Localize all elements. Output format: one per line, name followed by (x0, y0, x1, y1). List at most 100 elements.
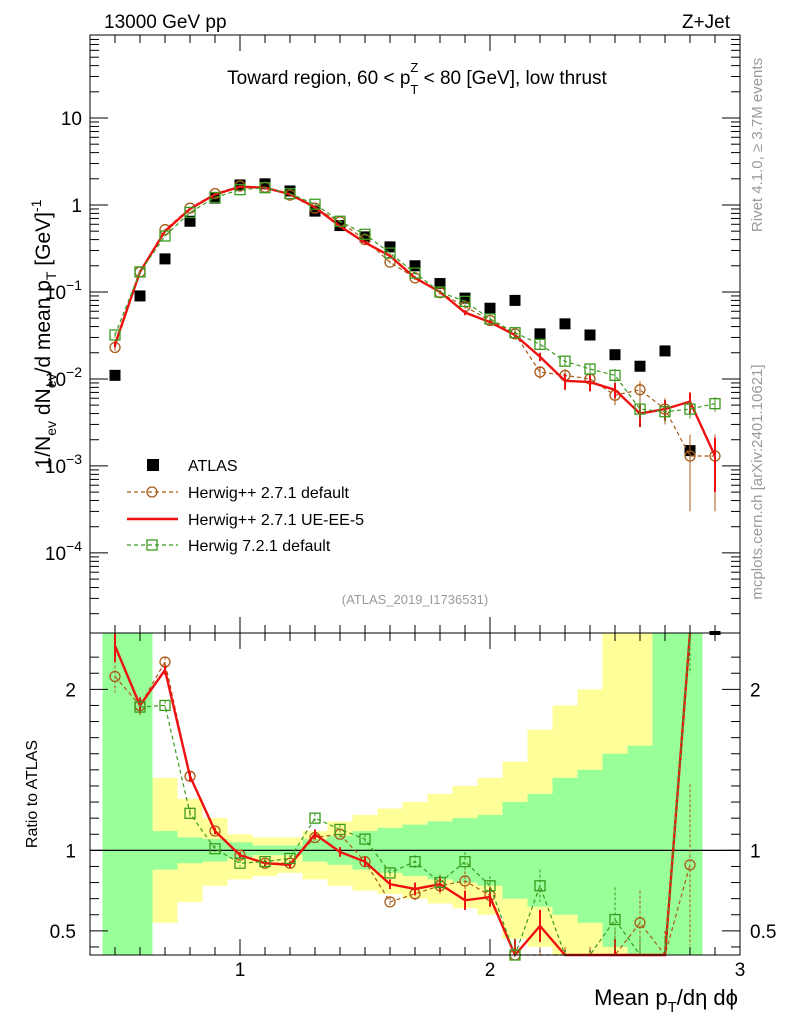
herwig-721-default-point (409, 267, 421, 279)
herwig-721-default-line (114, 187, 716, 413)
herwig-721-default-point (309, 812, 321, 824)
herwig-721-default-point (609, 913, 621, 926)
herwig-271-default-point (634, 384, 646, 396)
herwig-721-default-point (359, 833, 371, 845)
atlas-point (384, 241, 396, 253)
legend-marker-h271-default (146, 486, 158, 498)
herwig-721-default-point (384, 247, 396, 259)
atlas-point (659, 345, 671, 357)
ratio-y-tick-label: 2 (65, 680, 76, 701)
herwig-721-default-point (684, 403, 696, 415)
herwig-721-default-point (334, 823, 346, 836)
atlas-point (184, 215, 196, 227)
atlas-point (459, 292, 471, 304)
herwig-271-default-line (114, 185, 715, 457)
ratio-y-tick-label-right: 0.5 (750, 922, 776, 943)
analysis-watermark: (ATLAS_2019_I1736531) (342, 592, 488, 607)
atlas-point (134, 290, 146, 302)
herwig-721-default-point (259, 855, 271, 868)
mcplots-credit: mcplots.cern.ch [arXiv:2401.10621] (749, 364, 766, 599)
atlas-point (359, 231, 371, 243)
uncertainty-band-inner (577, 769, 603, 923)
herwig-721-default-point (409, 855, 421, 868)
herwig-721-default-point (159, 230, 171, 242)
herwig-271-ue-ee-5-line (113, 185, 717, 457)
herwig-721-default-point (484, 880, 496, 892)
y-tick-label: 1 (71, 196, 82, 217)
plot-title: Toward region, 60 < pTZ < 80 [GeV], low … (227, 60, 607, 97)
herwig-721-default-point (184, 807, 196, 819)
herwig-721-default-point (334, 215, 346, 227)
legend-marker-atlas (147, 459, 159, 471)
atlas-point (559, 318, 571, 330)
herwig-721-default-point (509, 327, 521, 339)
uncertainty-band-inner (127, 633, 153, 955)
herwig-271-default-point (459, 875, 471, 887)
atlas-point (509, 294, 521, 306)
atlas-point (634, 360, 646, 372)
atlas-point (484, 302, 496, 314)
y-tick-label: 10−1 (45, 277, 82, 304)
legend-marker-h721 (146, 539, 158, 551)
atlas-point (109, 369, 121, 381)
uncertainty-band-inner (652, 633, 678, 955)
herwig-721-default-point (559, 355, 571, 367)
herwig-721-default-point (209, 191, 221, 204)
herwig-721-default-point (134, 266, 146, 278)
rivet-version: Rivet 4.1.0, ≥ 3.7M events (749, 58, 766, 232)
top-axis: 10−4 10−3 10−2 10−1 1 10 (45, 34, 740, 633)
herwig-271-default-point (684, 859, 696, 871)
x-axis-label: Mean pT/dη dϕ (594, 985, 738, 1016)
header-energy: 13000 GeV pp (104, 12, 227, 33)
y-axis-label: 1/Nev dNev/d mean pT [GeV]-1 (28, 199, 59, 468)
y-tick-label: 10−3 (45, 451, 82, 478)
herwig-271-default-point (634, 917, 646, 929)
top-data (109, 178, 721, 635)
herwig-721-default-point (309, 198, 321, 210)
herwig-721-default-point (159, 699, 171, 712)
uncertainty-band-inner (552, 777, 578, 915)
atlas-point (259, 178, 271, 190)
herwig-721-default-point (434, 876, 446, 889)
herwig-721-default-point (534, 338, 546, 350)
herwig-271-default-point (209, 825, 221, 837)
herwig-721-default-point (384, 867, 396, 879)
herwig-721-default-point (434, 286, 446, 298)
herwig-721-default-point (659, 406, 671, 418)
atlas-point (534, 328, 546, 340)
herwig-271-default-point (384, 896, 396, 908)
atlas-point (284, 185, 296, 197)
atlas-point (309, 205, 321, 217)
top-panel: 10−4 10−3 10−2 10−1 1 10 Toward region, 60 < … (45, 34, 741, 635)
legend-label-atlas: ATLAS (188, 458, 238, 475)
header-process: Z+Jet (682, 12, 731, 33)
ratio-y-tick-label-right: 1 (750, 841, 761, 862)
atlas-point (159, 253, 171, 265)
herwig-721-default-point (209, 843, 221, 855)
y-tick-label: 10−2 (45, 364, 82, 391)
ratio-axis: 1 2 30.5 0.51 12 2 (50, 633, 776, 981)
atlas-point (409, 260, 421, 272)
herwig-721-default-point (459, 855, 471, 868)
herwig-721-default-point (459, 295, 471, 307)
herwig-721-default-point (609, 369, 621, 381)
legend-label-h721: Herwig 7.2.1 default (188, 538, 331, 555)
herwig-721-default-point (584, 363, 596, 375)
ratio-y-tick-label: 1 (65, 841, 76, 862)
herwig-721-default-point (184, 206, 196, 219)
herwig-721-default-point (284, 187, 296, 200)
herwig-721-default-point (359, 228, 371, 240)
herwig-271-default-point (359, 855, 371, 868)
herwig-721-default-point (634, 403, 646, 415)
herwig-721-default-point (709, 397, 721, 410)
herwig-721-default-point (484, 313, 496, 325)
ratio-panel: 1 2 30.5 0.51 12 2 (50, 632, 776, 981)
herwig-271-default-point (534, 366, 546, 378)
x-tick-label: 2 (485, 960, 496, 981)
ratio-y-tick-label-right: 2 (750, 680, 761, 701)
ratio-y-axis-label: Ratio to ATLAS (24, 740, 41, 848)
herwig-721-default-point (234, 184, 246, 196)
atlas-point (434, 278, 446, 290)
herwig-271-default-point (109, 670, 121, 683)
